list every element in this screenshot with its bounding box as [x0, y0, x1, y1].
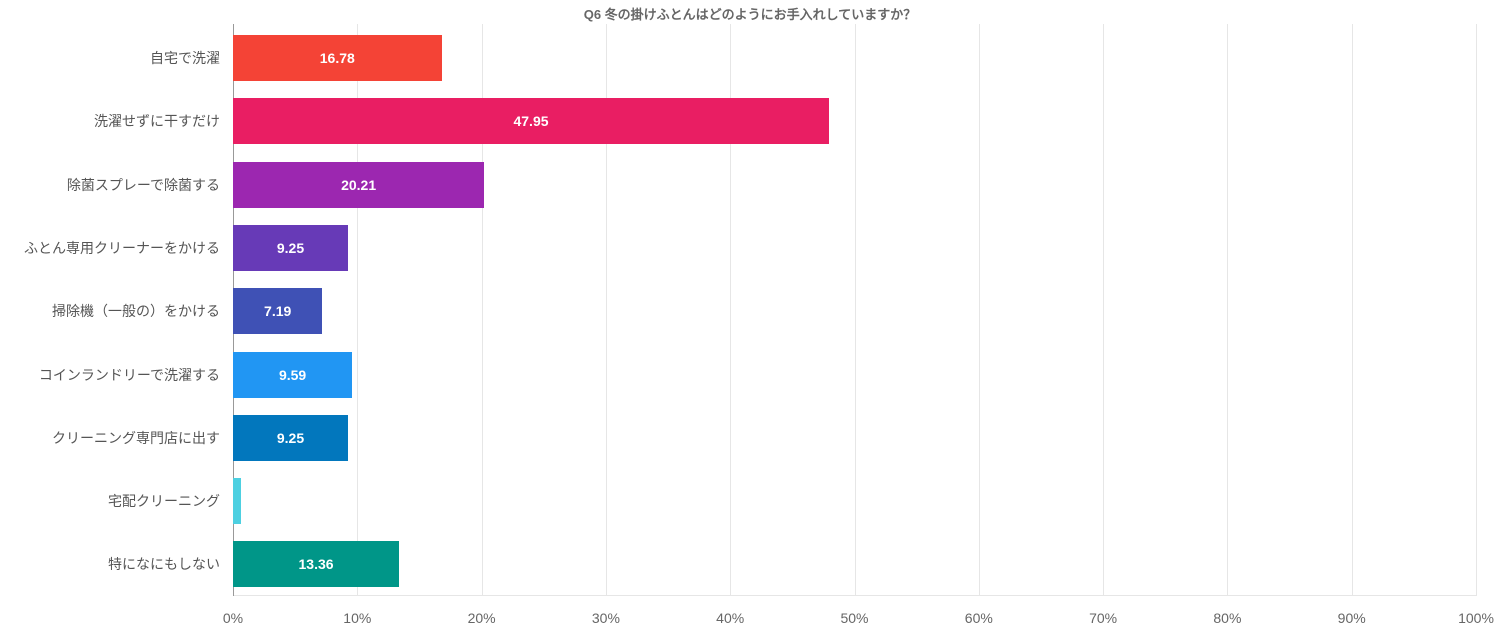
- bar-value-label: 16.78: [319, 50, 355, 66]
- bar[interactable]: 7.19: [233, 288, 323, 335]
- category-label: クリーニング専門店に出す: [52, 429, 220, 446]
- category-label: 洗濯せずに干すだけ: [94, 113, 220, 130]
- gridline: [730, 24, 732, 596]
- x-tick-label: 50%: [840, 610, 869, 626]
- chart-title: Q6 冬の掛けふとんはどのようにお手入れしていますか？: [583, 7, 917, 22]
- x-tick-label: 0%: [222, 610, 244, 626]
- category-label: 特になにもしない: [108, 556, 220, 573]
- bar-value-label: 13.36: [298, 556, 334, 573]
- bar[interactable]: 13.36: [233, 541, 400, 588]
- x-tick-label: 40%: [716, 610, 745, 626]
- x-tick-label: 60%: [964, 610, 993, 626]
- bar-value-label: 9.25: [276, 429, 305, 446]
- x-tick-label: 20%: [467, 610, 496, 626]
- gridline: [978, 24, 980, 596]
- bar[interactable]: 47.95: [233, 98, 830, 145]
- bar-value-label: 9.59: [278, 366, 307, 383]
- x-tick-label: 70%: [1089, 610, 1118, 626]
- x-tick-label: 30%: [591, 610, 620, 626]
- x-tick-label: 100%: [1458, 610, 1494, 626]
- x-tick-label: 80%: [1213, 610, 1242, 626]
- bar[interactable]: 9.25: [233, 224, 348, 271]
- bar-value-label: 47.95: [513, 113, 549, 130]
- category-label: 掃除機（一般の）をかける: [52, 303, 220, 320]
- category-label: コインランドリーで洗濯する: [38, 366, 220, 383]
- gridline: [1351, 24, 1353, 596]
- plot-area: 16.78 47.95 20.21 9.25 7.19 9.59 9.25 13.36: [233, 24, 1477, 596]
- gridline: [854, 24, 856, 596]
- x-tick-label: 90%: [1337, 610, 1366, 626]
- gridline: [357, 24, 359, 596]
- bar-value-label: 7.19: [264, 303, 292, 320]
- category-label: ふとん専用クリーナーをかける: [24, 239, 220, 256]
- bar-value-label: 9.25: [276, 239, 305, 256]
- bar-value-label: 20.21: [341, 176, 377, 193]
- bar[interactable]: 9.59: [233, 351, 353, 398]
- bar[interactable]: [233, 478, 242, 525]
- gridline: [1103, 24, 1105, 596]
- x-tick-label: 10%: [343, 610, 372, 626]
- bar[interactable]: 20.21: [233, 161, 485, 208]
- gridline: [481, 24, 483, 596]
- category-label: 自宅で洗濯: [150, 50, 220, 66]
- bar[interactable]: 16.78: [233, 35, 442, 81]
- gridline: [605, 24, 607, 596]
- gridline: [1227, 24, 1229, 596]
- category-label: 宅配クリーニング: [108, 493, 220, 510]
- category-label: 除菌スプレーで除菌する: [66, 176, 220, 193]
- bar[interactable]: 9.25: [233, 414, 348, 461]
- gridline: [1476, 24, 1477, 596]
